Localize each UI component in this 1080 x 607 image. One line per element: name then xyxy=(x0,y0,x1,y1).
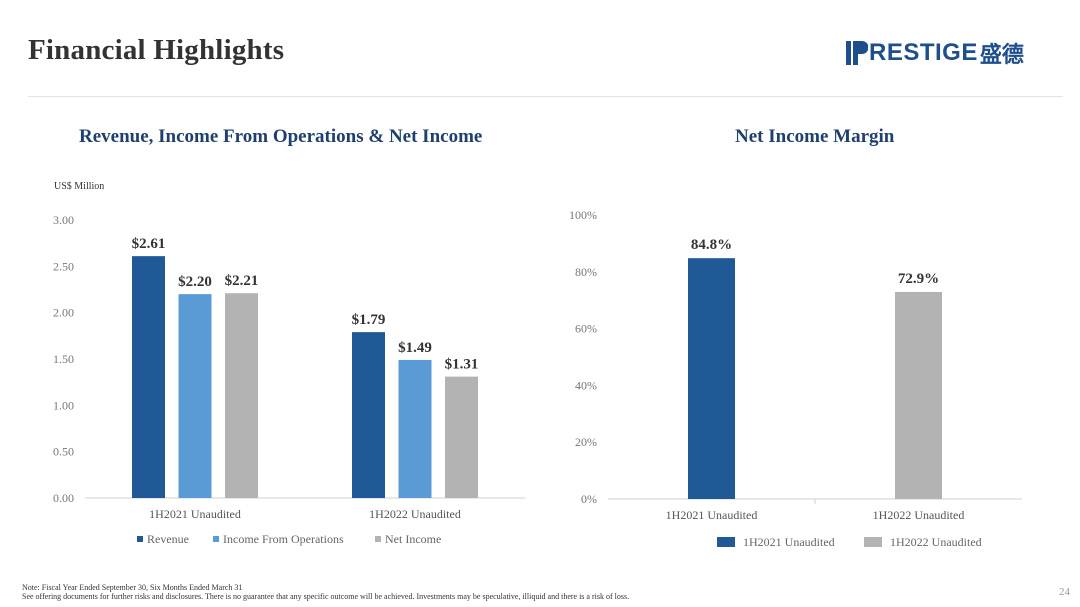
prestige-logo-icon xyxy=(846,41,868,65)
y-tick-label: 0.00 xyxy=(53,491,74,505)
y-tick-label: 2.00 xyxy=(53,306,74,320)
legend-label: 1H2022 Unaudited xyxy=(890,535,982,549)
company-logo: RESTIGE 盛德 xyxy=(846,38,1024,68)
y-tick-label: 3.00 xyxy=(53,213,74,227)
footnote-disclaimer: See offering documents for further risks… xyxy=(22,592,630,601)
logo-chinese-text: 盛德 xyxy=(979,43,1024,68)
data-label: $1.49 xyxy=(398,340,432,356)
data-label: 72.9% xyxy=(898,271,939,287)
bar-income-from-operations xyxy=(178,294,212,498)
bar-income-from-operations xyxy=(398,359,432,498)
data-label: 84.8% xyxy=(691,237,732,253)
bar-net-income xyxy=(225,293,258,498)
x-tick-label: 1H2021 Unaudited xyxy=(149,507,241,521)
data-label: $2.61 xyxy=(132,236,166,252)
legend-swatch xyxy=(717,537,735,547)
legend-label: 1H2021 Unaudited xyxy=(743,535,835,549)
data-label: $2.20 xyxy=(178,274,212,290)
x-tick-label: 1H2022 Unaudited xyxy=(873,508,965,522)
y-tick-label: 40% xyxy=(575,378,597,392)
legend-swatch xyxy=(213,536,219,542)
y-tick-label: 20% xyxy=(575,435,597,449)
left-chart-title: Revenue, Income From Operations & Net In… xyxy=(79,126,483,147)
y-tick-label: 100% xyxy=(569,208,597,222)
y-tick-label: 60% xyxy=(575,322,597,336)
y-tick-label: 1.00 xyxy=(53,398,74,412)
x-tick-label: 1H2021 Unaudited xyxy=(666,508,758,522)
data-label: $1.79 xyxy=(352,312,386,328)
legend-swatch xyxy=(375,536,381,542)
bar-net-income xyxy=(445,376,478,498)
data-label: $2.21 xyxy=(225,273,259,289)
y-tick-label: 80% xyxy=(575,265,597,279)
legend-swatch xyxy=(864,537,882,547)
right-chart-title: Net Income Margin xyxy=(735,126,895,147)
legend-label: Net Income xyxy=(385,532,441,546)
unit-label: US$ Million xyxy=(54,181,105,192)
data-label: $1.31 xyxy=(445,357,479,373)
bar-margin-2 xyxy=(895,291,942,499)
x-tick-label: 1H2022 Unaudited xyxy=(369,507,461,521)
legend-label: Income From Operations xyxy=(223,532,344,546)
bar-revenue xyxy=(132,256,165,498)
y-tick-label: 0% xyxy=(581,492,597,506)
footnote-fiscal-year: Note: Fiscal Year Ended September 30, Si… xyxy=(22,583,243,592)
y-tick-label: 2.50 xyxy=(53,259,74,273)
logo-text: RESTIGE xyxy=(869,39,978,66)
legend-label: Revenue xyxy=(147,532,189,546)
legend-swatch xyxy=(137,536,143,542)
page-number: 24 xyxy=(1059,586,1070,598)
y-tick-label: 1.50 xyxy=(53,352,74,366)
bar-margin-1 xyxy=(688,258,735,499)
y-tick-label: 0.50 xyxy=(53,445,74,459)
page-title: Financial Highlights xyxy=(28,34,285,66)
bar-revenue xyxy=(352,332,385,498)
header-divider xyxy=(28,96,1063,97)
